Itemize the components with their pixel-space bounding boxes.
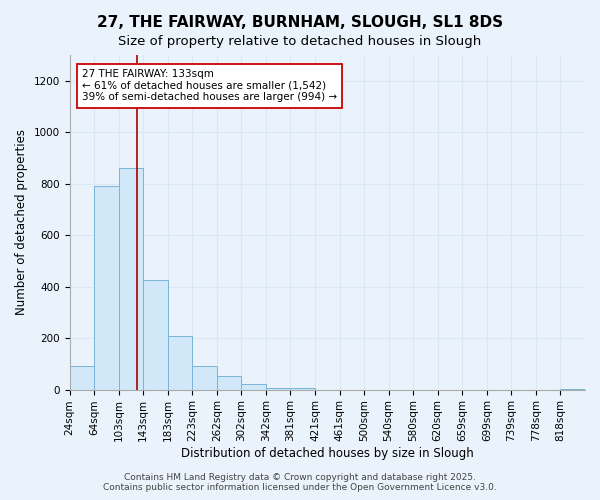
Bar: [560, 389, 585, 390]
Bar: [94, 186, 119, 390]
X-axis label: Distribution of detached houses by size in Slough: Distribution of detached houses by size …: [181, 447, 473, 460]
Text: 27, THE FAIRWAY, BURNHAM, SLOUGH, SL1 8DS: 27, THE FAIRWAY, BURNHAM, SLOUGH, SL1 8D…: [97, 15, 503, 30]
Bar: [266, 388, 290, 390]
Bar: [143, 280, 168, 390]
Text: 27 THE FAIRWAY: 133sqm
← 61% of detached houses are smaller (1,542)
39% of semi-: 27 THE FAIRWAY: 133sqm ← 61% of detached…: [82, 69, 337, 102]
Bar: [168, 336, 192, 390]
Text: Size of property relative to detached houses in Slough: Size of property relative to detached ho…: [118, 35, 482, 48]
Bar: [70, 366, 94, 390]
Bar: [290, 388, 315, 390]
Bar: [241, 384, 266, 390]
Bar: [192, 366, 217, 390]
Text: Contains HM Land Registry data © Crown copyright and database right 2025.
Contai: Contains HM Land Registry data © Crown c…: [103, 473, 497, 492]
Y-axis label: Number of detached properties: Number of detached properties: [15, 130, 28, 316]
Bar: [217, 376, 241, 390]
Bar: [119, 168, 143, 390]
